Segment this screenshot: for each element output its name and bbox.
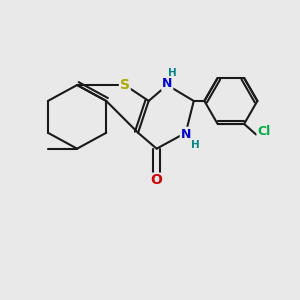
Text: S: S (120, 78, 130, 92)
Text: H: H (168, 68, 177, 78)
Text: O: O (151, 173, 163, 188)
Text: N: N (181, 128, 191, 141)
Text: Cl: Cl (257, 125, 271, 138)
Text: H: H (191, 140, 200, 150)
Text: N: N (162, 77, 172, 90)
